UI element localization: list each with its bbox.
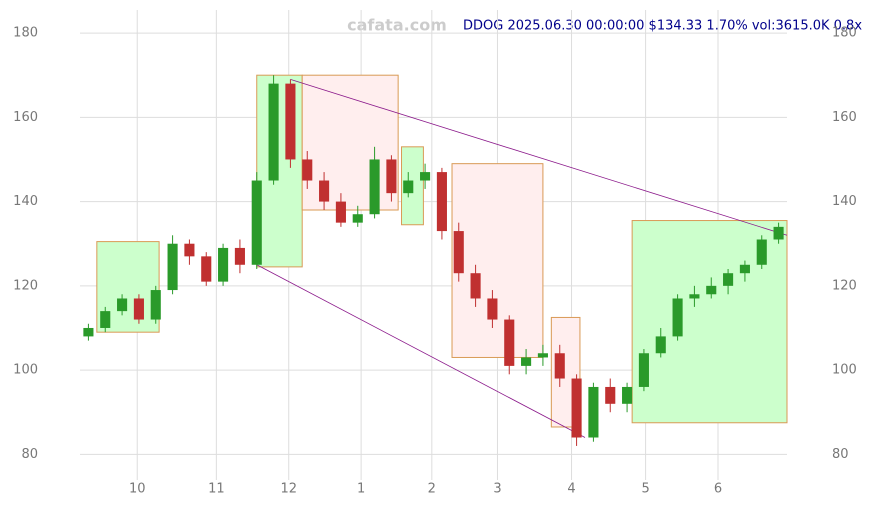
y-tick-label: 120 (13, 278, 38, 293)
candle-body (453, 231, 464, 274)
candle-body (605, 386, 616, 404)
y-tick-label-right: 180 (832, 26, 857, 41)
x-tick-label: 1 (357, 482, 365, 497)
candle-body (689, 294, 700, 299)
x-tick-label: 12 (280, 482, 297, 497)
candle-body (638, 353, 649, 387)
candle-body (504, 319, 515, 366)
y-tick-label-right: 140 (832, 194, 857, 209)
candle-body (234, 247, 245, 265)
y-tick-label: 180 (13, 26, 38, 41)
candle-body (756, 239, 767, 265)
x-tick-label: 4 (567, 482, 575, 497)
y-tick-label: 140 (13, 194, 38, 209)
candle-body (403, 180, 414, 194)
candle-body (268, 83, 279, 181)
candle-body (739, 264, 750, 274)
chart-title: DDOG 2025.06.30 00:00:00 $134.33 1.70% v… (463, 19, 862, 34)
y-tick-label-right: 100 (832, 363, 857, 378)
candle-body (470, 273, 481, 299)
trend-line (290, 79, 788, 236)
candle-body (184, 243, 195, 257)
candle-body (335, 201, 346, 223)
candle-body (251, 180, 262, 265)
candle-body (436, 172, 447, 232)
candle-body (571, 378, 582, 438)
candle-body (369, 159, 380, 215)
candle-body (773, 226, 784, 240)
candle-body (521, 357, 532, 366)
x-tick-label: 11 (208, 482, 225, 497)
candle-body (672, 298, 683, 337)
y-tick-label: 100 (13, 363, 38, 378)
candle-body (117, 298, 128, 312)
candle-body (167, 243, 178, 291)
candle-body (706, 285, 717, 295)
candle-body (655, 336, 666, 354)
y-tick-label: 160 (13, 110, 38, 125)
y-tick-label-right: 80 (832, 447, 849, 462)
zone-box (451, 163, 544, 358)
candle-body (100, 311, 111, 328)
candle-body (487, 298, 498, 320)
x-tick-label: 2 (428, 482, 436, 497)
candle-body (201, 256, 212, 282)
candle-body (319, 180, 330, 202)
candle-body (302, 159, 313, 181)
y-tick-label: 80 (21, 447, 38, 462)
candle-body (133, 298, 144, 320)
candle-body (218, 247, 229, 282)
y-tick-label-right: 160 (832, 110, 857, 125)
candle-body (622, 386, 633, 404)
candle-body (537, 353, 548, 358)
candle-body (554, 353, 565, 379)
plot-area (80, 10, 788, 480)
candle-body (420, 172, 431, 181)
candle-body (150, 290, 161, 320)
candle-body (83, 327, 94, 337)
watermark: cafata.com (347, 16, 447, 35)
trend-line (256, 264, 586, 438)
x-tick-label: 5 (641, 482, 649, 497)
candle-body (723, 273, 734, 286)
x-tick-label: 3 (493, 482, 501, 497)
candle-body (352, 214, 363, 223)
candle-body (588, 386, 599, 438)
y-tick-label-right: 120 (832, 278, 857, 293)
candle-body (386, 159, 397, 194)
x-tick-label: 10 (129, 482, 146, 497)
candle-body (285, 83, 296, 160)
zone-box (301, 74, 399, 211)
x-tick-label: 6 (714, 482, 722, 497)
